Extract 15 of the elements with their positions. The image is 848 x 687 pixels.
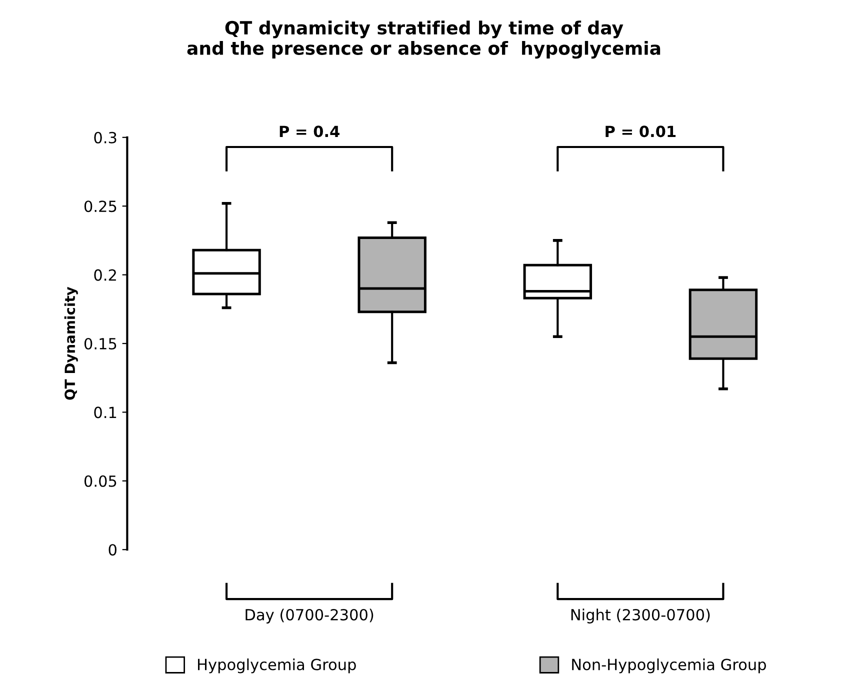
y-axis-title: QT Dynamicity [64,286,78,400]
x-tick-label: Night (2300-0700) [571,608,710,624]
text: P = 0.4 [280,126,340,138]
y-tick-label: 0.05 [84,475,116,487]
legend-label: Hypoglycemia Group [198,658,356,674]
y-tick-label: 0.15 [84,338,116,350]
y-tick-label: 0.25 [84,200,116,212]
y-tick-label: 0 [108,544,116,556]
chart-title: QT dynamicity stratified by time of day and the presence or absence of hypoglycemia [187,20,660,59]
y-tick-label: 0.2 [94,269,116,281]
text: P = 0.01 [606,126,676,138]
x-tick-label: Day (0700-2300) [246,608,374,624]
y-tick-label: 0.1 [94,406,116,418]
legend-label: Non-Hypoglycemia Group [572,658,766,674]
y-tick-label: 0.3 [94,132,116,144]
